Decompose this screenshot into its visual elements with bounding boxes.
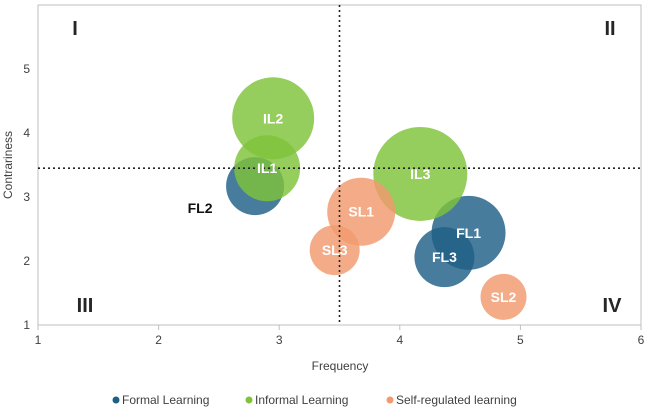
bubble-label: SL3 bbox=[322, 242, 348, 258]
y-tick-label: 3 bbox=[23, 190, 30, 204]
y-axis-label: Contrariness bbox=[1, 131, 15, 199]
x-axis-label: Frequency bbox=[312, 359, 369, 373]
y-tick-label: 4 bbox=[23, 126, 30, 140]
quadrant-label-iii: III bbox=[77, 295, 94, 317]
bubble-il3 bbox=[373, 126, 468, 221]
x-tick-label: 4 bbox=[396, 333, 403, 347]
legend-label: Informal Learning bbox=[255, 393, 348, 407]
legend-label: Formal Learning bbox=[122, 393, 209, 407]
bubble-label: IL3 bbox=[410, 166, 430, 182]
y-tick-label: 2 bbox=[23, 254, 30, 268]
x-tick-label: 1 bbox=[35, 333, 42, 347]
bubble-sl2 bbox=[480, 273, 527, 320]
bubble-il2 bbox=[232, 77, 315, 160]
y-tick-label: 1 bbox=[23, 318, 30, 332]
quadrant-label-ii: II bbox=[604, 18, 615, 40]
x-tick-label: 6 bbox=[638, 333, 645, 347]
quadrant-label-i: I bbox=[72, 18, 78, 40]
bubble-label: SL2 bbox=[491, 289, 517, 305]
bubble-label: FL3 bbox=[432, 249, 457, 265]
x-tick-label: 5 bbox=[517, 333, 524, 347]
legend-marker bbox=[386, 396, 394, 404]
bubble-sl3 bbox=[309, 225, 360, 276]
quadrant-label-iv: IV bbox=[603, 295, 623, 317]
y-tick-label: 5 bbox=[23, 62, 30, 76]
legend-marker bbox=[245, 396, 253, 404]
legend-item: Formal Learning bbox=[112, 393, 209, 407]
bubble-label: IL1 bbox=[257, 160, 277, 176]
bubble-label: FL2 bbox=[188, 200, 213, 216]
x-tick-label: 3 bbox=[276, 333, 283, 347]
x-tick-label: 2 bbox=[155, 333, 162, 347]
legend-item: Informal Learning bbox=[245, 393, 348, 407]
bubble-label: SL1 bbox=[348, 204, 374, 220]
bubble-label: IL2 bbox=[263, 110, 283, 126]
bubble-fl3 bbox=[414, 227, 475, 288]
legend-marker bbox=[112, 396, 120, 404]
legend-label: Self-regulated learning bbox=[396, 393, 517, 407]
bubble-label: FL1 bbox=[456, 225, 481, 241]
legend-item: Self-regulated learning bbox=[386, 393, 517, 407]
